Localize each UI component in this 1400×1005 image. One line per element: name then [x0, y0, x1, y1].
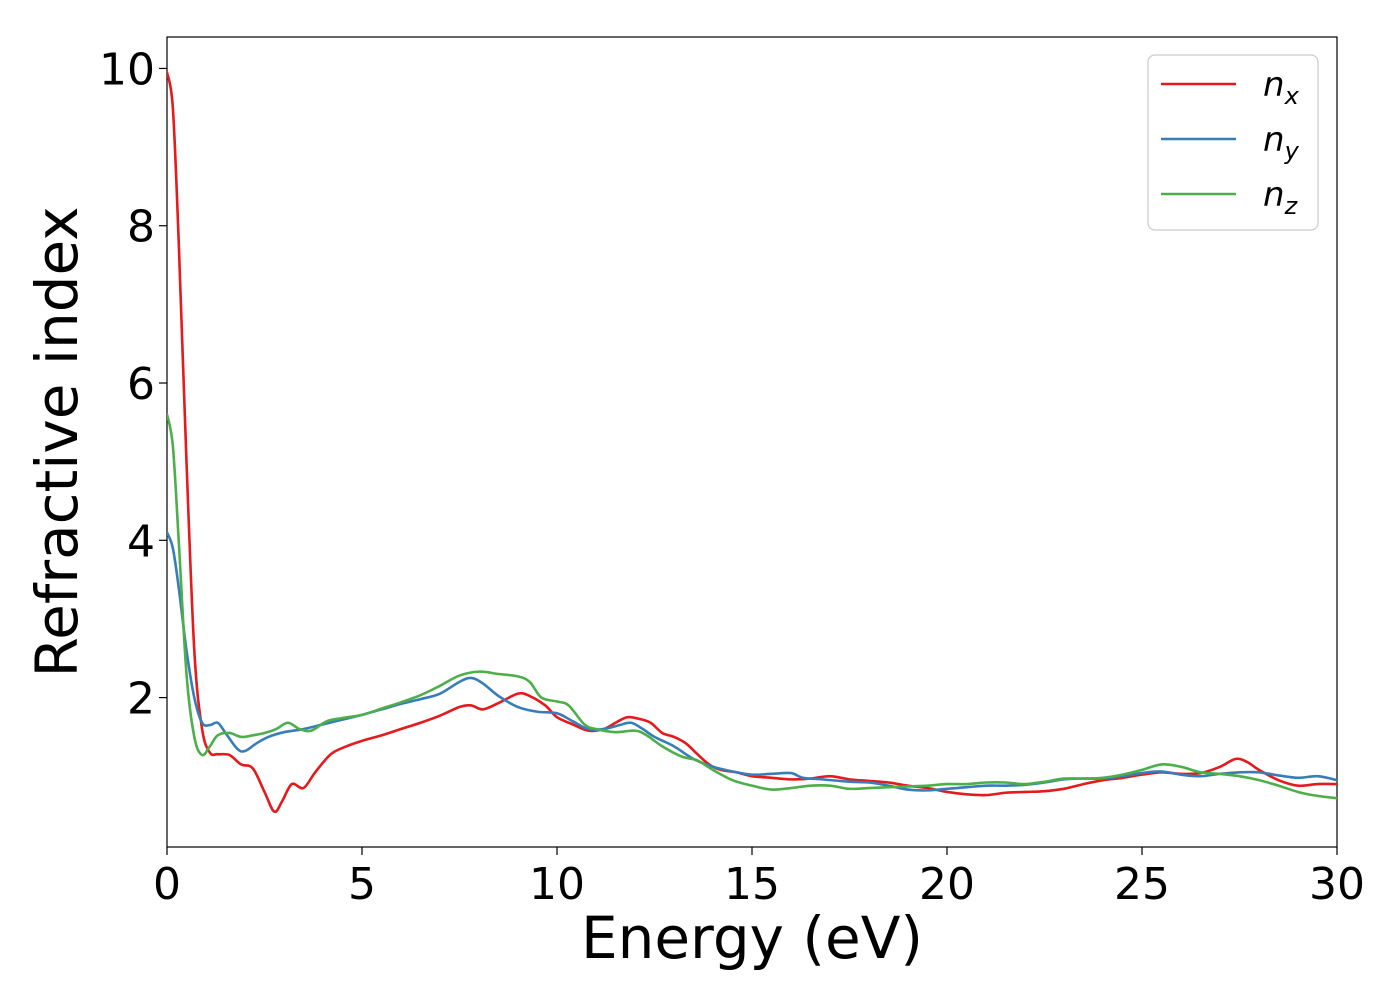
- legend-label-subscript: y: [1284, 137, 1300, 165]
- x-tick-label: 20: [919, 859, 975, 910]
- series-layer: [167, 71, 1337, 814]
- series-line-nx: [167, 71, 1337, 814]
- legend-label-nz: nz: [1263, 175, 1299, 220]
- x-tick-label: 30: [1309, 859, 1365, 910]
- series-line-ny: [167, 531, 1337, 792]
- y-tick-label: 4: [127, 516, 155, 567]
- x-axis-ticks: 0 5 10 15 20 25 30: [153, 847, 1365, 910]
- y-tick-label: 2: [127, 674, 155, 725]
- y-tick-label: 8: [127, 202, 155, 253]
- y-axis-ticks: 2 4 6 8 10: [99, 44, 167, 725]
- x-tick-label: 15: [724, 859, 780, 910]
- legend-label-main: n: [1263, 120, 1285, 160]
- series-line-nz: [167, 413, 1337, 800]
- y-axis-label: Refractive index: [23, 206, 91, 677]
- legend-label-subscript: z: [1284, 192, 1299, 220]
- legend-label-main: n: [1263, 175, 1285, 215]
- legend-label-main: n: [1263, 65, 1285, 105]
- y-tick-label: 10: [99, 44, 155, 95]
- x-tick-label: 0: [153, 859, 181, 910]
- legend-label-nx: nx: [1263, 65, 1300, 110]
- y-tick-label: 6: [127, 359, 155, 410]
- legend-box: [1147, 54, 1319, 231]
- legend-label-ny: ny: [1263, 120, 1300, 165]
- x-tick-label: 10: [529, 859, 585, 910]
- x-tick-label: 25: [1114, 859, 1170, 910]
- x-tick-label: 5: [348, 859, 376, 910]
- x-axis-label: Energy (eV): [581, 904, 923, 972]
- legend-label-subscript: x: [1284, 82, 1300, 110]
